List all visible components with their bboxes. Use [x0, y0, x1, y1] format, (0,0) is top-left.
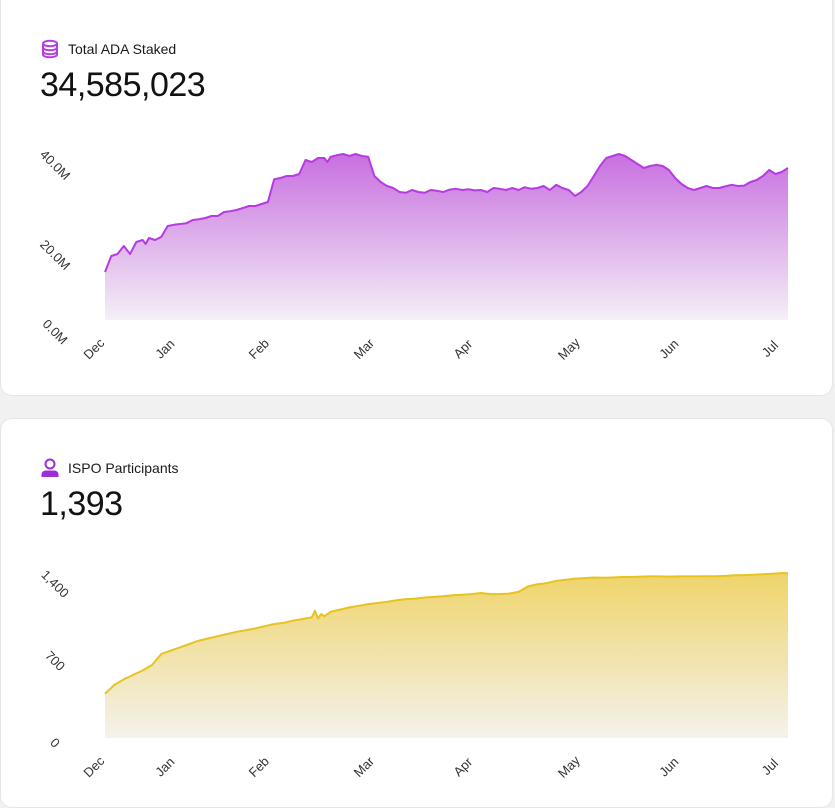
card-title: Total ADA Staked: [68, 41, 177, 57]
x-tick-label: Dec: [80, 753, 107, 780]
x-tick-label: Jan: [152, 754, 177, 779]
card-title: ISPO Participants: [68, 460, 179, 476]
x-tick-label: Jul: [759, 756, 781, 778]
x-tick-label: Apr: [450, 754, 475, 779]
series-line: [104, 572, 788, 695]
user-icon: [40, 458, 60, 478]
x-tick-label: May: [555, 752, 583, 780]
series-line: [104, 153, 789, 273]
x-tick-label: Jun: [656, 754, 681, 779]
y-tick-label: 0: [47, 735, 63, 751]
series-area: [105, 154, 788, 320]
ispo-participants-chart: Dec Jan Feb Mar Apr May Jun Jul 0 700 1,400: [38, 567, 788, 781]
y-tick-label: 700: [42, 648, 68, 674]
card-header: ISPO Participants: [40, 458, 179, 478]
coins-stack-icon: [40, 39, 60, 59]
x-tick-label: Mar: [351, 753, 378, 780]
y-tick-label: 1,400: [38, 567, 72, 601]
card-header: Total ADA Staked: [40, 39, 176, 59]
metric-value: 34,585,023: [40, 66, 206, 104]
metric-value: 1,393: [40, 485, 123, 523]
x-tick-label: Feb: [246, 754, 272, 780]
series-area: [105, 573, 788, 738]
